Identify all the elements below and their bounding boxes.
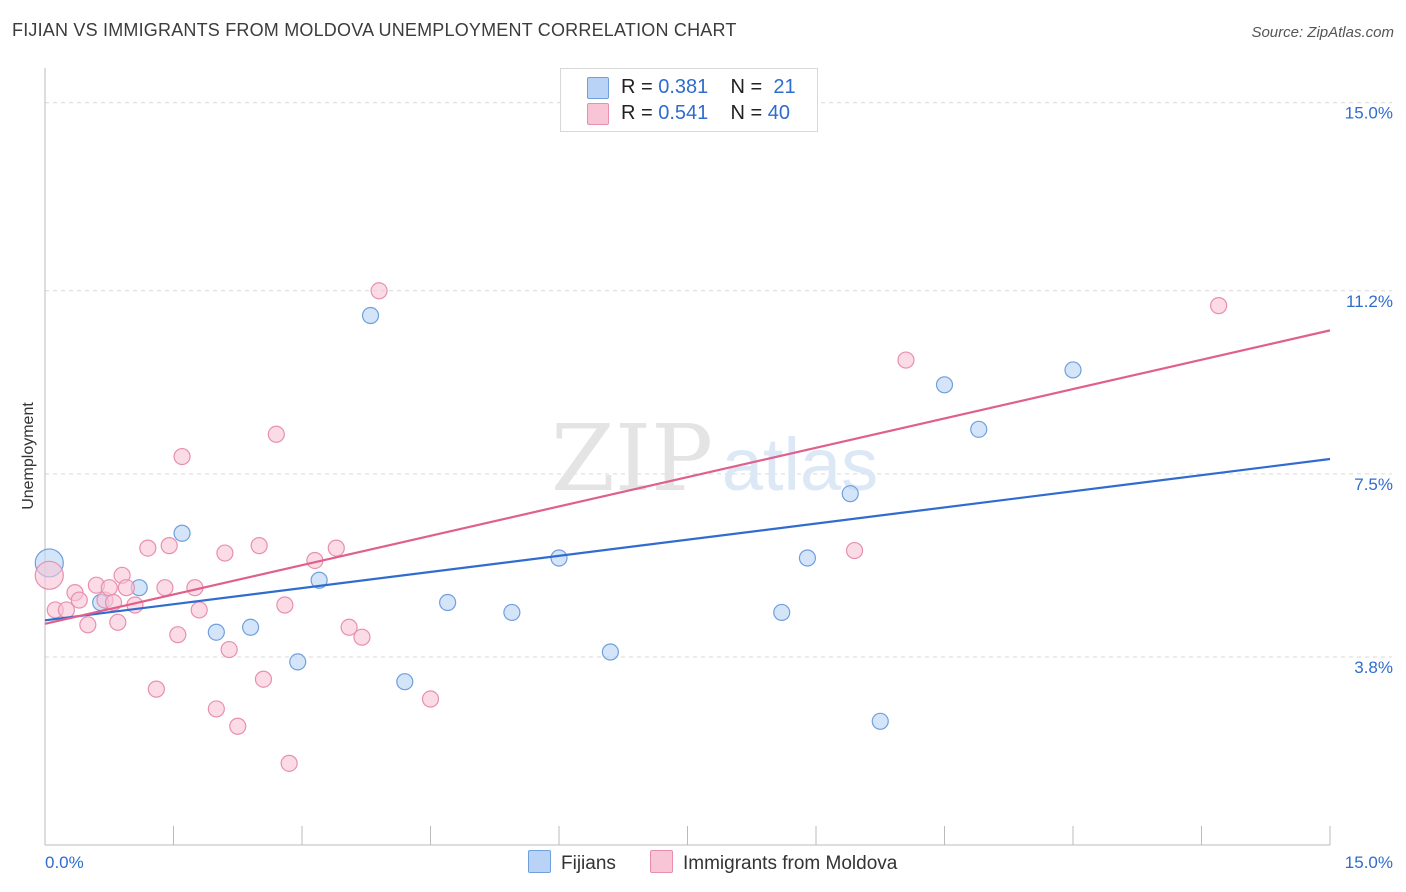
moldova-point <box>190 601 208 619</box>
moldova-point <box>280 754 298 772</box>
x-tick-label-max: 15.0% <box>1345 853 1393 872</box>
moldova-point <box>139 539 157 557</box>
moldova-point <box>117 579 135 597</box>
moldova-point <box>220 640 238 659</box>
fijian-point <box>798 549 817 567</box>
fijian-point <box>396 673 414 691</box>
fijian-point <box>871 712 889 730</box>
moldova-point <box>340 618 358 636</box>
moldova-point <box>173 447 191 466</box>
legend-label-moldova: Immigrants from Moldova <box>683 853 898 874</box>
moldova-point <box>70 591 88 609</box>
tick-labels: 3.8% 7.5% 11.2% 15.0% 0.0% 15.0% <box>45 104 1393 872</box>
correlation-legend: R = 0.381 N = 21 R = 0.541 N = 40 <box>560 68 818 132</box>
moldova-point <box>207 700 225 718</box>
fijian-point <box>1064 361 1082 379</box>
moldova-point <box>267 425 285 443</box>
chart-title: FIJIAN VS IMMIGRANTS FROM MOLDOVA UNEMPL… <box>12 20 737 40</box>
r-label: R = <box>621 76 653 98</box>
moldova-point <box>216 544 234 562</box>
fijian-point <box>242 618 260 636</box>
y-tick-label: 15.0% <box>1345 104 1393 123</box>
fijian-point <box>841 485 859 503</box>
moldova-point <box>169 626 187 644</box>
fijian-point <box>935 376 954 394</box>
x-tick-label-min: 0.0% <box>45 853 84 872</box>
moldova-point <box>845 541 864 560</box>
watermark-zip: ZIP <box>551 405 713 512</box>
moldova-point <box>229 717 247 735</box>
legend-swatch-pink <box>587 103 609 125</box>
fijian-point <box>439 593 457 612</box>
moldova-point <box>254 670 273 688</box>
moldova-point <box>250 537 268 555</box>
fijian-point <box>207 623 225 641</box>
axes <box>44 68 1331 846</box>
moldova-point <box>100 579 118 597</box>
data-points <box>34 282 1228 772</box>
moldova-point <box>370 282 388 300</box>
moldova-point <box>276 596 294 614</box>
n-value: 21 <box>773 76 796 98</box>
legend-swatch-pink <box>650 850 673 873</box>
fijian-point <box>970 420 988 438</box>
moldova-point <box>79 616 97 634</box>
moldova-point <box>109 613 127 631</box>
fijian-point <box>310 571 328 589</box>
y-tick-label: 11.2% <box>1346 292 1393 311</box>
fijian-point <box>601 643 620 661</box>
moldova-trend-line <box>44 329 1331 625</box>
legend-label-fijians: Fijians <box>561 853 616 874</box>
legend-swatch-blue <box>587 77 609 99</box>
moldova-point <box>353 628 371 646</box>
y-tick-label: 3.8% <box>1354 658 1393 677</box>
legend-swatch-blue <box>528 850 551 873</box>
legend-item-moldova: Immigrants from Moldova <box>650 850 897 875</box>
moldova-point <box>147 680 165 698</box>
r-label: R = <box>621 102 653 124</box>
moldova-point <box>156 579 174 597</box>
moldova-point <box>897 351 915 369</box>
r-value: 0.381 <box>658 76 709 98</box>
fijian-trend-line <box>44 457 1331 622</box>
moldova-point <box>34 560 64 590</box>
legend-item-fijians: Fijians <box>528 850 616 875</box>
fijian-point <box>173 524 191 542</box>
moldova-point <box>327 539 345 557</box>
n-value: 40 <box>767 102 791 124</box>
fijian-point <box>361 306 380 325</box>
fijian-point <box>773 603 791 622</box>
trend-lines <box>44 329 1331 625</box>
moldova-point <box>160 537 178 555</box>
n-label: N = <box>730 76 763 98</box>
source-label: Source: ZipAtlas.com <box>1251 24 1394 41</box>
gridlines <box>45 102 1392 658</box>
fijian-point <box>550 549 568 567</box>
fijian-point <box>503 603 521 622</box>
y-tick-label: 7.5% <box>1354 475 1393 494</box>
moldova-point <box>1210 297 1228 315</box>
fijian-point <box>289 653 307 671</box>
n-label: N = <box>730 102 763 124</box>
y-axis-label: Unemployment <box>20 402 37 510</box>
r-value: 0.541 <box>658 102 709 124</box>
moldova-point <box>421 690 440 708</box>
